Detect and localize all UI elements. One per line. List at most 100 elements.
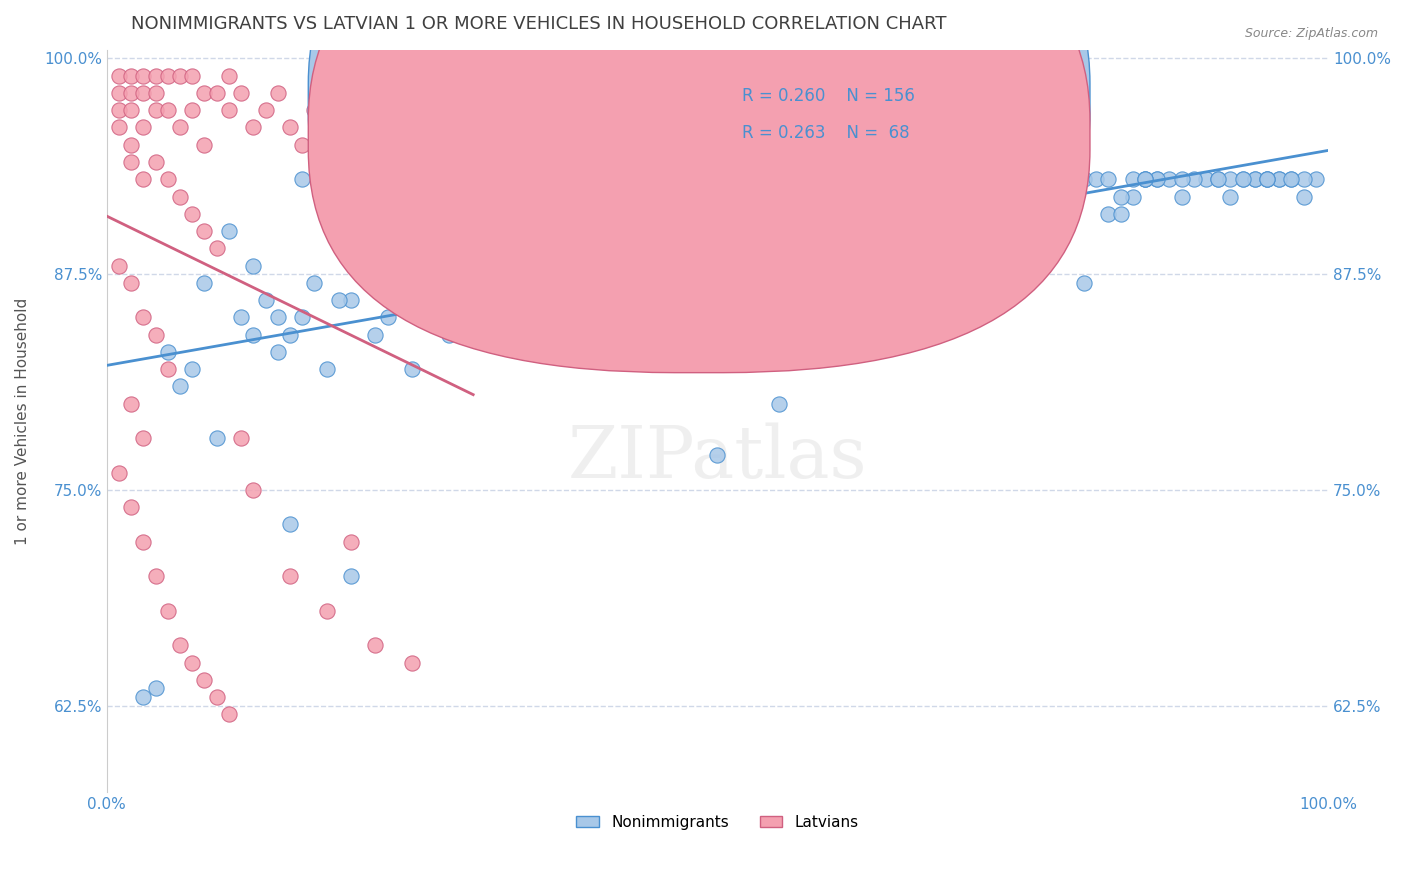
Point (1159, 172, 1181, 186)
Point (156, 344, 179, 359)
Point (963, 241, 986, 255)
Point (132, 690, 155, 704)
Point (120, 397, 142, 411)
Point (169, 69, 191, 83)
Point (669, 259, 692, 273)
Point (755, 241, 778, 255)
Point (108, 69, 131, 83)
Point (229, 310, 252, 325)
Text: NONIMMIGRANTS VS LATVIAN 1 OR MORE VEHICLES IN HOUSEHOLD CORRELATION CHART: NONIMMIGRANTS VS LATVIAN 1 OR MORE VEHIC… (131, 15, 946, 33)
Point (1146, 172, 1168, 186)
Legend: Nonimmigrants, Latvians: Nonimmigrants, Latvians (569, 809, 865, 837)
Point (120, 86, 142, 100)
Point (132, 172, 155, 186)
Point (1133, 172, 1156, 186)
Point (1085, 172, 1108, 186)
Point (1024, 172, 1046, 186)
Point (645, 276, 668, 290)
Point (156, 604, 179, 618)
Point (1256, 172, 1278, 186)
Point (181, 103, 204, 118)
Point (267, 344, 290, 359)
Point (1024, 172, 1046, 186)
Point (120, 500, 142, 515)
Point (1232, 172, 1254, 186)
Point (1073, 276, 1095, 290)
Point (193, 224, 215, 238)
Point (560, 293, 582, 307)
Point (1170, 189, 1192, 203)
Point (218, 707, 240, 722)
Point (1206, 172, 1229, 186)
Point (169, 120, 191, 135)
Point (1011, 207, 1033, 221)
Point (340, 120, 363, 135)
Point (695, 241, 717, 255)
Point (193, 86, 215, 100)
Point (120, 155, 142, 169)
Point (547, 207, 569, 221)
FancyBboxPatch shape (650, 65, 1017, 169)
Point (779, 224, 801, 238)
Point (291, 172, 314, 186)
Point (1122, 172, 1144, 186)
Point (1195, 172, 1218, 186)
Point (425, 241, 447, 255)
Point (401, 293, 423, 307)
Point (401, 120, 423, 135)
Point (901, 189, 924, 203)
Point (510, 259, 533, 273)
Point (156, 172, 179, 186)
Point (1000, 172, 1022, 186)
Point (242, 259, 264, 273)
Point (120, 137, 142, 152)
Point (731, 207, 754, 221)
Point (706, 241, 728, 255)
Point (340, 293, 363, 307)
Point (1049, 189, 1071, 203)
Point (1036, 172, 1059, 186)
Point (145, 327, 167, 342)
Point (901, 189, 924, 203)
Point (108, 466, 131, 480)
Point (620, 259, 643, 273)
Point (388, 259, 411, 273)
Point (890, 259, 912, 273)
Point (841, 207, 863, 221)
Point (950, 172, 973, 186)
Point (1073, 172, 1095, 186)
Point (510, 310, 533, 325)
Point (718, 224, 741, 238)
Point (315, 137, 337, 152)
Point (218, 103, 240, 118)
Point (877, 224, 900, 238)
Point (1097, 207, 1119, 221)
Point (768, 397, 790, 411)
Point (938, 189, 960, 203)
Point (1219, 189, 1241, 203)
Point (877, 189, 900, 203)
Point (169, 379, 191, 393)
Point (1281, 172, 1303, 186)
Point (486, 310, 509, 325)
Point (974, 189, 997, 203)
Point (1292, 172, 1315, 186)
Point (1182, 172, 1205, 186)
Point (1060, 172, 1083, 186)
Point (193, 673, 215, 687)
Point (596, 241, 619, 255)
Point (755, 224, 778, 238)
Point (450, 259, 472, 273)
Point (205, 241, 228, 255)
Point (437, 327, 460, 342)
Point (388, 293, 411, 307)
Point (169, 638, 191, 652)
Point (1292, 189, 1315, 203)
Point (229, 431, 252, 445)
Point (804, 241, 827, 255)
Point (682, 259, 704, 273)
Point (841, 189, 863, 203)
Point (1049, 189, 1071, 203)
Point (377, 310, 399, 325)
Point (352, 259, 374, 273)
